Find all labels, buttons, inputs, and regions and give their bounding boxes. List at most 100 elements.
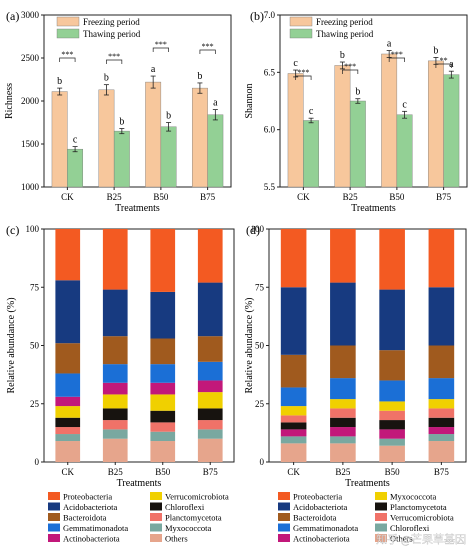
stack-segment-verrucomicrobiota (55, 406, 81, 418)
panel-letter: (c) (6, 223, 19, 237)
legend-swatch (289, 28, 313, 39)
stack-segment-proteobacteria (280, 229, 307, 288)
stack-segment-chloroflexi (379, 438, 405, 446)
legend-label: Gemmatimonadota (63, 523, 128, 533)
legend-label: Thawing period (316, 29, 374, 39)
stack-segment-chloroflexi (55, 417, 81, 428)
stack-segment-bacteroidota (280, 354, 307, 388)
stack-segment-gemmatimonadota (150, 364, 176, 383)
stack-segment-myxococcota (428, 399, 455, 409)
y-axis-title: Richness (4, 83, 15, 119)
significance-stars: ** (440, 56, 448, 65)
panel-a-richness-chart: 1000 1500 2000 2500 3000 CK B25 B50 B75 Treatment… (4, 9, 232, 214)
y-tick-label: 50 (255, 341, 265, 351)
stack-segment-gemmatimonadota (55, 373, 81, 397)
x-tick-label: B75 (200, 192, 216, 202)
stack-segment-chloroflexi (102, 408, 128, 421)
legend-swatch (150, 513, 162, 521)
x-tick-label: CK (61, 192, 74, 202)
x-tick-label: B25 (343, 192, 359, 202)
legend-swatch (375, 523, 387, 532)
legend-swatch (278, 534, 290, 542)
y-tick-label: 0 (35, 457, 40, 467)
legend-label: Planctomycetota (165, 513, 222, 523)
stack-segment-others (102, 438, 128, 462)
significance-stars: *** (391, 50, 403, 59)
y-axis-title: Shannon (244, 84, 255, 119)
stack-segment-verrucomicrobiota (379, 410, 405, 421)
stack-segment-acidobacteriota (280, 287, 307, 355)
legend-label: Chloroflexi (390, 523, 430, 533)
panel-letter: (d) (246, 223, 260, 237)
significance-bracket (342, 69, 359, 74)
stack-segment-verrucomicrobiota (102, 394, 128, 409)
stack-segment-acidobacteriota (428, 287, 455, 346)
stack-segment-proteobacteria (55, 229, 81, 281)
stack-segment-proteobacteria (379, 229, 405, 290)
bar-freezing-period (51, 91, 68, 188)
stack-segment-myxococcota (280, 406, 307, 416)
stack-segment-actinobacteriota (55, 396, 81, 407)
stack-segment-acidobacteriota (330, 282, 356, 346)
stack-segment-proteobacteria (428, 229, 455, 288)
legend-swatch (278, 513, 290, 521)
stack-segment-acidobacteriota (379, 289, 405, 351)
bar-freezing-period (381, 53, 398, 188)
significance-stars: *** (108, 52, 120, 61)
stack-segment-verrucomicrobiota (280, 415, 307, 423)
stack-segment-actinobacteriota (102, 382, 128, 395)
x-axis-title: Treatments (345, 478, 390, 489)
plot-frame (279, 14, 468, 188)
legend-swatch (48, 534, 60, 542)
stack-segment-others (150, 441, 176, 462)
stack-segment-planctomycetota (102, 420, 128, 430)
significance-bracket (152, 47, 169, 52)
bar-thawing-period (67, 148, 84, 188)
y-tick-label: 1000 (21, 182, 40, 192)
x-tick-label: B25 (108, 467, 124, 477)
y-tick-label: 25 (255, 399, 265, 409)
y-tick-label: 2000 (21, 96, 40, 106)
legend-label: Myxococcota (165, 523, 211, 533)
significance-letter: a (213, 98, 218, 109)
panel-c-abundance-chart: 0 25 50 75 100 CK B25 B50 B75 Treatments Relative … (6, 223, 235, 544)
x-tick-label: CK (297, 192, 310, 202)
legend-swatch (375, 492, 387, 500)
stack-segment-myxococcota (379, 401, 405, 411)
bar-thawing-period (207, 114, 224, 188)
legend-swatch (48, 523, 60, 532)
y-tick-label: 100 (26, 224, 40, 234)
significance-letter: b (433, 45, 438, 56)
stack-segment-bacteroidota (428, 345, 455, 379)
significance-bracket (388, 57, 405, 62)
stack-segment-chloroflexi (280, 436, 307, 444)
stack-segment-planctomycetota (330, 417, 356, 428)
stack-segment-chloroflexi (428, 434, 455, 442)
panel-b-shannon-chart: 5.5 6.0 6.5 7.0 CK B25 B50 B75 Treatments Shannon… (244, 9, 468, 214)
legend-swatch (278, 523, 290, 532)
stack-segment-others (330, 443, 356, 462)
y-tick-label: 100 (251, 224, 265, 234)
legend-label: Myxococcota (390, 492, 436, 502)
stack-segment-gemmatimonadota (428, 378, 455, 400)
legend-label: Gemmatimonadota (293, 523, 358, 533)
stack-segment-verrucomicrobiota (150, 394, 176, 411)
legend-label: Planctomycetota (390, 502, 447, 512)
stack-segment-actinobacteriota (428, 427, 455, 435)
panel-letter: (a) (6, 9, 19, 23)
x-tick-label: B50 (155, 467, 171, 477)
bar-thawing-period (160, 126, 177, 188)
x-tick-label: B50 (389, 192, 405, 202)
significance-bracket (59, 57, 76, 62)
stack-segment-others (379, 445, 405, 462)
stack-segment-chloroflexi (150, 410, 176, 423)
legend-label: Others (165, 534, 188, 544)
stack-segment-planctomycetota (150, 422, 176, 432)
x-tick-label: B25 (107, 192, 123, 202)
stack-segment-acidobacteriota (197, 282, 223, 337)
significance-letter: b (340, 50, 345, 61)
y-tick-label: 3000 (21, 10, 40, 20)
legend-label: Freezing period (83, 17, 140, 27)
